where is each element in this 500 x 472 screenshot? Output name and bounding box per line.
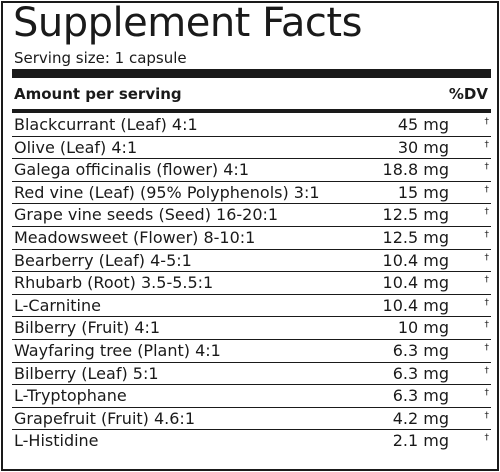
ingredient-row: Galega officinalis (flower) 4:1 18.8 mg †	[12, 159, 491, 182]
daily-value-header: %DV	[448, 85, 488, 103]
ingredient-name: Grapefruit (Fruit) 4.6:1	[14, 408, 195, 428]
ingredient-name: Grape vine seeds (Seed) 16-20:1	[14, 205, 279, 225]
ingredient-amount: 15 mg	[397, 182, 449, 202]
dagger-mark: †	[484, 342, 490, 353]
ingredient-row: Grapefruit (Fruit) 4.6:1 4.2 mg †	[12, 408, 491, 431]
ingredient-amount: 4.2 mg	[392, 408, 449, 428]
ingredient-row: Olive (Leaf) 4:1 30 mg †	[12, 137, 491, 160]
ingredient-amount: 6.3 mg	[392, 363, 449, 383]
dagger-mark: †	[484, 297, 490, 308]
ingredient-name: Olive (Leaf) 4:1	[14, 137, 138, 157]
dagger-mark: †	[484, 252, 490, 263]
ingredient-amount: 2.1 mg	[392, 431, 449, 451]
ingredient-row: Bilberry (Leaf) 5:1 6.3 mg †	[12, 363, 491, 386]
dagger-mark: †	[484, 433, 490, 444]
ingredient-amount: 12.5 mg	[382, 227, 449, 247]
ingredient-amount: 10.4 mg	[382, 273, 449, 293]
ingredient-name: Bearberry (Leaf) 4-5:1	[14, 250, 192, 270]
serving-size: Serving size: 1 capsule	[14, 49, 187, 67]
ingredient-amount: 10 mg	[397, 318, 449, 338]
dagger-mark: †	[484, 207, 490, 218]
ingredient-name: Meadowsweet (Flower) 8-10:1	[14, 227, 256, 247]
ingredient-row: L-Tryptophane 6.3 mg †	[12, 385, 491, 408]
ingredient-name: L-Tryptophane	[14, 386, 127, 406]
column-header: Amount per serving %DV	[14, 83, 488, 107]
dagger-mark: †	[484, 320, 490, 331]
ingredient-amount: 45 mg	[397, 115, 449, 134]
ingredient-name: Wayfaring tree (Plant) 4:1	[14, 340, 221, 360]
dagger-mark: †	[484, 117, 490, 127]
thick-divider	[12, 69, 491, 78]
ingredient-row: Wayfaring tree (Plant) 4:1 6.3 mg †	[12, 340, 491, 363]
dagger-mark: †	[484, 275, 490, 286]
ingredient-name: Red vine (Leaf) (95% Polyphenols) 3:1	[14, 182, 320, 202]
ingredient-name: Galega officinalis (flower) 4:1	[14, 160, 249, 180]
ingredient-amount: 6.3 mg	[392, 386, 449, 406]
dagger-mark: †	[484, 410, 490, 421]
dagger-mark: †	[484, 139, 490, 150]
ingredient-name: Blackcurrant (Leaf) 4:1	[14, 115, 198, 134]
medium-divider	[12, 109, 491, 113]
ingredient-row: Red vine (Leaf) (95% Polyphenols) 3:1 15 …	[12, 182, 491, 205]
ingredient-row: Bearberry (Leaf) 4-5:1 10.4 mg †	[12, 250, 491, 273]
ingredient-amount: 10.4 mg	[382, 295, 449, 315]
amount-per-serving-header: Amount per serving	[14, 85, 182, 103]
ingredient-name: Bilberry (Leaf) 5:1	[14, 363, 159, 383]
ingredient-name: Bilberry (Fruit) 4:1	[14, 318, 161, 338]
ingredient-row: L-Histidine 2.1 mg †	[12, 430, 491, 453]
ingredient-row: Bilberry (Fruit) 4:1 10 mg †	[12, 317, 491, 340]
ingredient-list: Blackcurrant (Leaf) 4:1 45 mg † Olive (Lea…	[12, 114, 491, 453]
dagger-mark: †	[484, 184, 490, 195]
dagger-mark: †	[484, 365, 490, 376]
dagger-mark: †	[484, 162, 490, 173]
ingredient-name: L-Histidine	[14, 431, 99, 451]
ingredient-name: Rhubarb (Root) 3.5-5.5:1	[14, 273, 214, 293]
dagger-mark: †	[484, 229, 490, 240]
ingredient-row: Meadowsweet (Flower) 8-10:1 12.5 mg †	[12, 227, 491, 250]
ingredient-row: Rhubarb (Root) 3.5-5.5:1 10.4 mg †	[12, 272, 491, 295]
ingredient-amount: 6.3 mg	[392, 340, 449, 360]
ingredient-row: Blackcurrant (Leaf) 4:1 45 mg †	[12, 114, 491, 137]
ingredient-amount: 10.4 mg	[382, 250, 449, 270]
dagger-mark: †	[484, 388, 490, 399]
ingredient-row: L-Carnitine 10.4 mg †	[12, 295, 491, 318]
panel-title: Supplement Facts	[13, 0, 362, 46]
ingredient-row: Grape vine seeds (Seed) 16-20:1 12.5 mg †	[12, 204, 491, 227]
ingredient-amount: 30 mg	[397, 137, 449, 157]
ingredient-name: L-Carnitine	[14, 295, 101, 315]
ingredient-amount: 18.8 mg	[382, 160, 449, 180]
ingredient-amount: 12.5 mg	[382, 205, 449, 225]
